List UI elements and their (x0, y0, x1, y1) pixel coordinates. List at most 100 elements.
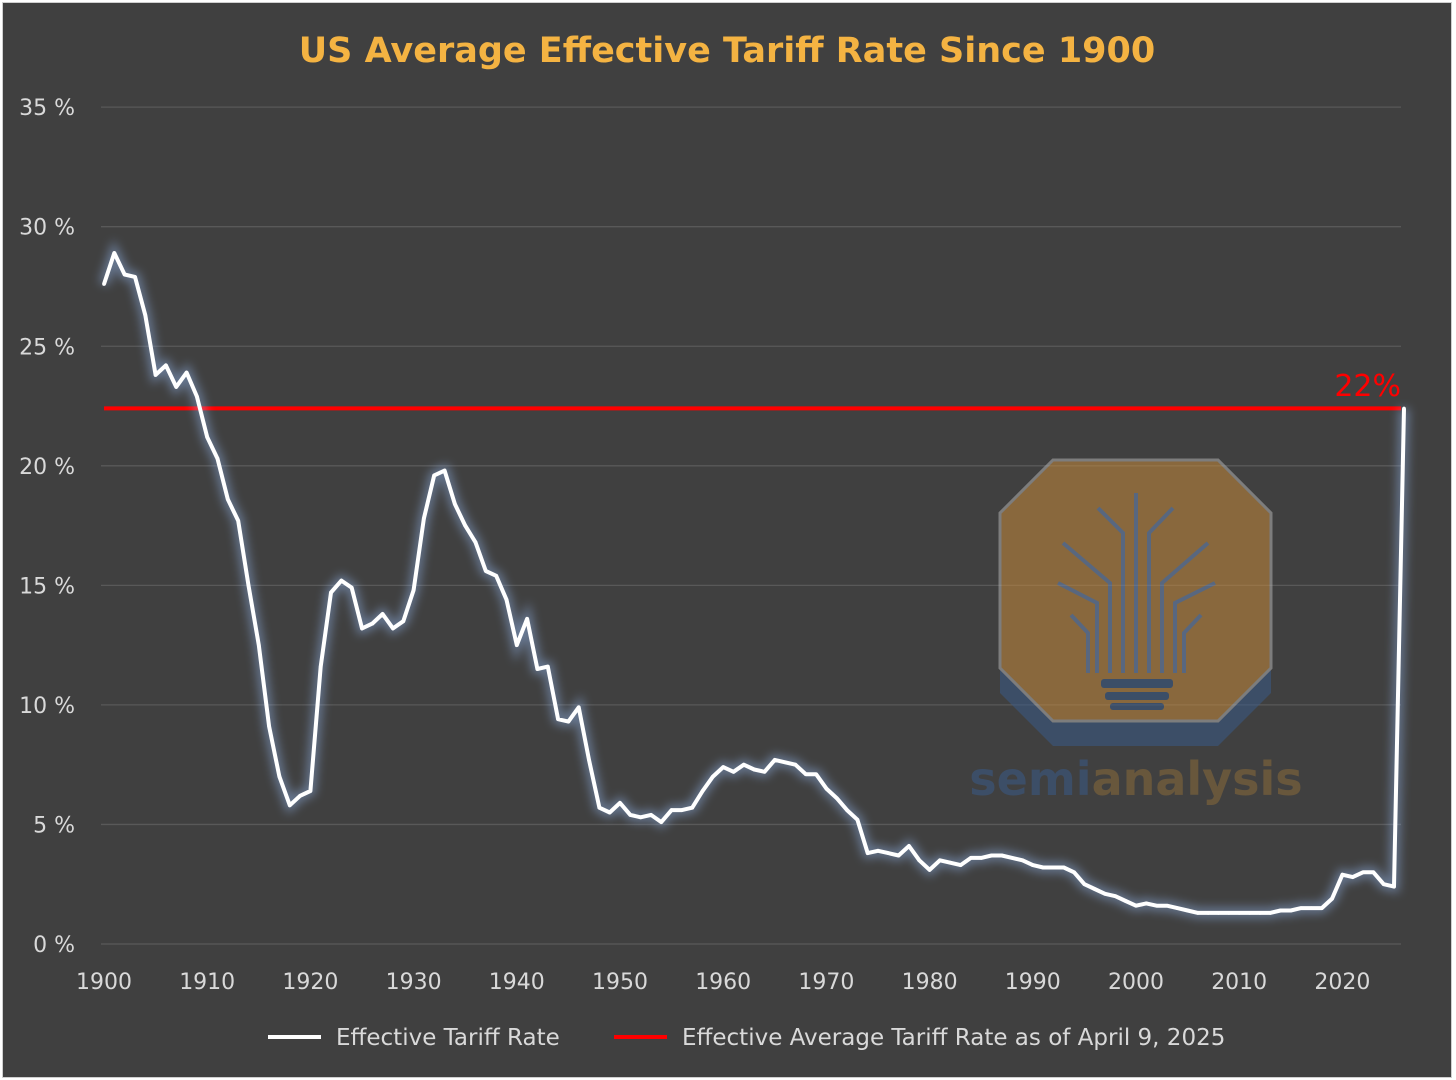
data-point (814, 772, 818, 777)
data-point (164, 363, 168, 368)
data-point (969, 856, 973, 860)
data-point (515, 643, 519, 647)
data-point (1309, 906, 1314, 910)
data-point (308, 789, 313, 793)
data-point (1206, 911, 1211, 915)
data-point (907, 844, 911, 848)
svg-text:semianalysis: semianalysis (969, 752, 1302, 806)
data-point (184, 370, 189, 375)
data-point (896, 853, 901, 858)
data-point (783, 760, 787, 765)
data-point (1082, 882, 1087, 887)
data-point (618, 801, 622, 805)
data-point (742, 762, 746, 767)
y-tick-label: 10 % (19, 694, 75, 719)
data-point (1402, 406, 1406, 411)
data-point (721, 765, 725, 769)
data-point (628, 813, 633, 817)
data-point (1289, 908, 1293, 913)
data-point (277, 774, 282, 779)
data-point (1247, 911, 1252, 915)
data-point (102, 282, 106, 286)
data-point (1371, 870, 1376, 875)
y-tick-label: 0 % (33, 933, 75, 958)
data-point (1134, 903, 1138, 908)
data-point (865, 851, 870, 855)
y-tick-label: 35 % (19, 96, 75, 121)
x-tick-label: 1990 (1005, 970, 1061, 995)
data-point (803, 772, 808, 777)
data-point (886, 851, 891, 855)
data-point (711, 774, 715, 779)
data-point (1330, 896, 1334, 901)
data-point (287, 803, 292, 808)
effective-tariff-series (99, 239, 1409, 918)
data-point (174, 385, 179, 389)
x-tick-label: 1920 (282, 970, 338, 995)
data-point (556, 717, 560, 722)
data-point (1123, 899, 1128, 903)
data-point (989, 853, 994, 858)
data-point (545, 664, 550, 669)
data-point (1154, 903, 1159, 908)
data-point (246, 583, 251, 588)
data-point (1392, 884, 1396, 889)
data-point (938, 858, 942, 863)
data-point (122, 272, 127, 277)
data-point (1175, 906, 1180, 910)
data-point (329, 590, 333, 595)
data-point (1258, 911, 1262, 915)
data-point (979, 856, 983, 860)
data-point (834, 796, 839, 800)
data-point (484, 569, 488, 573)
data-point (380, 612, 385, 616)
data-point (958, 863, 963, 867)
data-point (1185, 908, 1190, 913)
data-point (680, 808, 684, 812)
x-tick-label: 1900 (76, 970, 132, 995)
data-point (360, 626, 364, 631)
y-tick-label: 5 % (33, 813, 75, 838)
legend: Effective Tariff Rate Effective Average … (268, 1025, 1225, 1051)
data-point (762, 770, 767, 774)
data-point (669, 808, 674, 812)
data-point (257, 643, 261, 647)
x-tick-label: 1970 (798, 970, 854, 995)
data-point (411, 588, 416, 592)
data-point (638, 815, 643, 820)
y-tick-label: 25 % (19, 335, 75, 360)
data-point (1216, 911, 1221, 915)
data-point (504, 597, 509, 602)
x-tick-label: 2020 (1314, 970, 1370, 995)
data-point (236, 518, 240, 523)
legend-label-april-2025: Effective Average Tariff Rate as of Apri… (682, 1025, 1225, 1051)
data-point (773, 758, 777, 762)
data-point (143, 313, 148, 317)
data-point (659, 820, 664, 824)
data-point (1113, 894, 1118, 898)
data-point (700, 789, 705, 793)
data-point (391, 626, 395, 631)
x-tick-label: 2000 (1108, 970, 1164, 995)
data-point (1165, 903, 1169, 908)
data-point (793, 762, 798, 767)
y-tick-label: 20 % (19, 455, 75, 480)
semianalysis-logo: semianalysis (969, 458, 1303, 806)
data-point (1041, 865, 1045, 870)
data-point (473, 540, 478, 545)
data-point (1020, 858, 1025, 863)
x-tick-label: 1940 (489, 970, 545, 995)
data-point (948, 860, 953, 865)
data-point (401, 619, 406, 624)
x-tick-label: 1930 (386, 970, 442, 995)
data-point (824, 786, 829, 791)
data-point (370, 621, 375, 626)
data-point (1350, 875, 1355, 879)
data-point (927, 868, 932, 872)
data-point (752, 767, 756, 772)
data-point (855, 817, 860, 822)
data-point (339, 578, 344, 583)
data-point (1072, 870, 1076, 875)
data-point (1196, 911, 1200, 915)
